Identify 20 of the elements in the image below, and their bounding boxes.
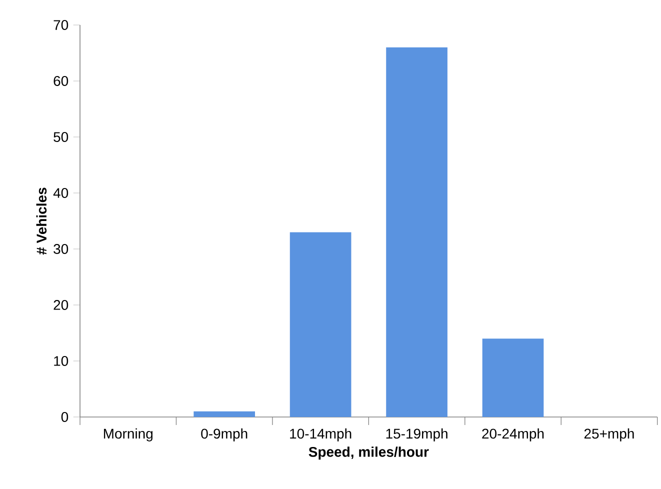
- y-tick-label: 20: [54, 300, 68, 310]
- bar: [482, 338, 544, 417]
- y-tick-label: 0: [61, 412, 68, 422]
- x-tick-label: 20-24mph: [482, 428, 544, 442]
- y-tick-label: 70: [54, 20, 68, 30]
- y-tick-label: 10: [54, 356, 68, 366]
- y-tick-label: 50: [54, 132, 68, 142]
- bar: [194, 411, 255, 417]
- bar: [386, 47, 448, 417]
- y-axis-title: # Vehicles: [36, 188, 47, 255]
- x-tick-label: Morning: [104, 428, 152, 442]
- y-tick-label: 30: [54, 244, 68, 254]
- x-axis-title: Speed, miles/hour: [308, 446, 429, 460]
- x-tick-label: 25+mph: [584, 428, 634, 442]
- bar: [290, 232, 352, 417]
- x-tick-label: 15-19mph: [386, 428, 448, 442]
- x-tick-label: 10-14mph: [290, 428, 352, 442]
- x-tick-label: 0-9mph: [201, 428, 248, 442]
- y-tick-label: 60: [54, 76, 68, 86]
- y-tick-label: 40: [53, 188, 68, 198]
